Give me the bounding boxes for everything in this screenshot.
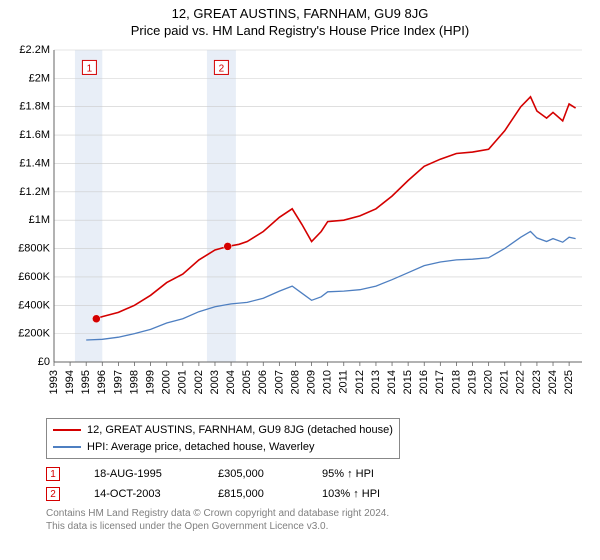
transaction-hpi: 95% ↑ HPI — [322, 468, 374, 480]
footnote-line1: Contains HM Land Registry data © Crown c… — [46, 507, 590, 520]
svg-text:£0: £0 — [38, 356, 50, 368]
svg-text:2007: 2007 — [273, 370, 285, 394]
svg-text:2010: 2010 — [322, 370, 334, 394]
transaction-hpi: 103% ↑ HPI — [322, 488, 380, 500]
svg-text:2011: 2011 — [338, 370, 350, 394]
svg-text:£2.2M: £2.2M — [19, 44, 50, 56]
svg-text:1996: 1996 — [96, 370, 108, 394]
svg-text:£200K: £200K — [18, 328, 50, 340]
svg-text:2018: 2018 — [450, 370, 462, 394]
marker-label-text-1: 1 — [87, 63, 93, 74]
transaction-price: £815,000 — [218, 488, 288, 500]
svg-text:2004: 2004 — [225, 370, 237, 394]
svg-text:2017: 2017 — [434, 370, 446, 394]
transaction-price: £305,000 — [218, 468, 288, 480]
footnote-line2: This data is licensed under the Open Gov… — [46, 520, 590, 533]
svg-text:1999: 1999 — [144, 370, 156, 394]
svg-text:2003: 2003 — [209, 370, 221, 394]
svg-text:2021: 2021 — [499, 370, 511, 394]
svg-text:1995: 1995 — [80, 370, 92, 394]
legend-row: HPI: Average price, detached house, Wave… — [53, 439, 393, 456]
transaction-date: 18-AUG-1995 — [94, 468, 184, 480]
svg-text:£400K: £400K — [18, 299, 50, 311]
svg-text:2005: 2005 — [241, 370, 253, 394]
svg-text:£1.8M: £1.8M — [19, 101, 50, 113]
transaction-date: 14-OCT-2003 — [94, 488, 184, 500]
svg-text:1994: 1994 — [64, 370, 76, 394]
chart-subtitle: Price paid vs. HM Land Registry's House … — [10, 23, 590, 38]
chart-title-address: 12, GREAT AUSTINS, FARNHAM, GU9 8JG — [10, 6, 590, 21]
svg-text:2012: 2012 — [354, 370, 366, 394]
marker-dot-1 — [92, 315, 100, 323]
svg-text:2016: 2016 — [418, 370, 430, 394]
svg-text:2013: 2013 — [370, 370, 382, 394]
svg-text:2024: 2024 — [547, 370, 559, 394]
svg-text:2019: 2019 — [466, 370, 478, 394]
legend-row: 12, GREAT AUSTINS, FARNHAM, GU9 8JG (det… — [53, 422, 393, 439]
svg-text:2008: 2008 — [289, 370, 301, 394]
chart-area: £0 £200K £400K £600K £800K £1M £1.2M £1.4M £1.6M… — [10, 42, 590, 412]
svg-text:2015: 2015 — [402, 370, 414, 394]
legend-swatch — [53, 446, 81, 448]
transaction-row: 1 18-AUG-1995 £305,000 95% ↑ HPI — [46, 467, 590, 481]
marker-dot-2 — [224, 242, 232, 250]
svg-text:2014: 2014 — [386, 370, 398, 394]
svg-text:£1.4M: £1.4M — [19, 157, 50, 169]
legend-label: HPI: Average price, detached house, Wave… — [87, 439, 314, 456]
legend: 12, GREAT AUSTINS, FARNHAM, GU9 8JG (det… — [46, 418, 400, 459]
marker-label-text-2: 2 — [219, 63, 225, 74]
chart-title-block: 12, GREAT AUSTINS, FARNHAM, GU9 8JG Pric… — [10, 6, 590, 38]
series-hpi — [86, 232, 575, 341]
footnote: Contains HM Land Registry data © Crown c… — [46, 507, 590, 533]
svg-text:£600K: £600K — [18, 271, 50, 283]
line-chart: £0 £200K £400K £600K £800K £1M £1.2M £1.4M £1.6M… — [10, 42, 590, 412]
svg-text:2001: 2001 — [177, 370, 189, 394]
svg-text:2009: 2009 — [305, 370, 317, 394]
transaction-marker: 1 — [46, 467, 60, 481]
svg-text:1993: 1993 — [48, 370, 60, 394]
svg-text:£1.2M: £1.2M — [19, 186, 50, 198]
svg-text:£1.6M: £1.6M — [19, 129, 50, 141]
svg-text:2022: 2022 — [515, 370, 527, 394]
transaction-row: 2 14-OCT-2003 £815,000 103% ↑ HPI — [46, 487, 590, 501]
svg-text:£800K: £800K — [18, 243, 50, 255]
legend-swatch — [53, 429, 81, 431]
svg-text:£2M: £2M — [29, 72, 50, 84]
transaction-marker: 2 — [46, 487, 60, 501]
svg-text:2025: 2025 — [563, 370, 575, 394]
svg-text:£1M: £1M — [29, 214, 50, 226]
svg-text:1997: 1997 — [112, 370, 124, 394]
transaction-table: 1 18-AUG-1995 £305,000 95% ↑ HPI 2 14-OCT-200… — [46, 467, 590, 501]
svg-text:2002: 2002 — [193, 370, 205, 394]
svg-text:2006: 2006 — [257, 370, 269, 394]
series-property — [96, 97, 576, 319]
legend-label: 12, GREAT AUSTINS, FARNHAM, GU9 8JG (det… — [87, 422, 393, 439]
svg-text:2020: 2020 — [483, 370, 495, 394]
svg-text:1998: 1998 — [128, 370, 140, 394]
svg-text:2000: 2000 — [161, 370, 173, 394]
svg-text:2023: 2023 — [531, 370, 543, 394]
